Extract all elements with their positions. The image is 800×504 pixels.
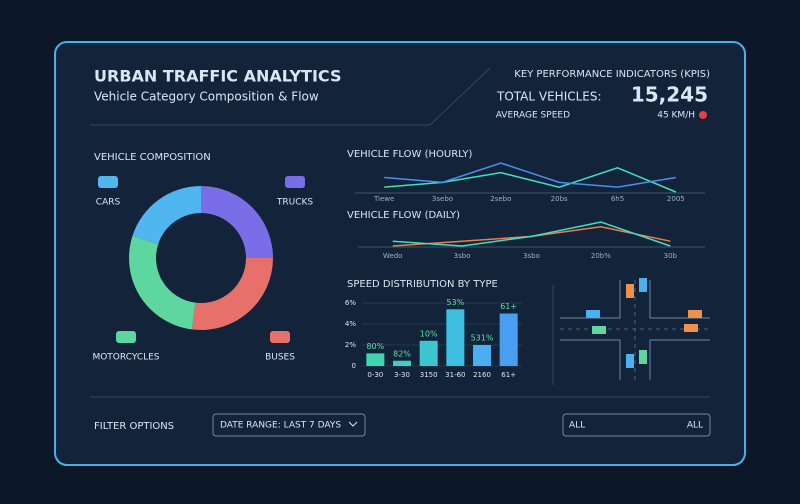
car xyxy=(639,350,647,364)
bar-annotation: 61+ xyxy=(500,302,517,311)
bar xyxy=(499,313,518,366)
road-line xyxy=(560,280,710,380)
x-tick-label: Tiewe xyxy=(373,195,394,203)
y-tick-label: 2% xyxy=(345,341,356,349)
chart-title: VEHICLE FLOW (HOURLY) xyxy=(347,149,472,160)
panel xyxy=(54,41,746,466)
kpi-label: TOTAL VEHICLES: xyxy=(496,90,602,104)
x-tick-label: 2sebo xyxy=(490,195,511,203)
pie-slice xyxy=(201,186,273,258)
car xyxy=(626,354,634,368)
alert-dot xyxy=(699,111,707,119)
road-edge xyxy=(560,280,710,380)
car xyxy=(684,324,698,332)
chart-title: VEHICLE COMPOSITION xyxy=(94,152,211,163)
filter-label: ALL xyxy=(569,421,585,431)
y-tick-label: 4% xyxy=(345,320,356,328)
bar-annotation: 531% xyxy=(471,334,494,343)
bar-annotation: 82% xyxy=(393,349,411,358)
bar-annotation: 80% xyxy=(366,342,384,351)
title: URBAN TRAFFIC ANALYTICS xyxy=(94,67,341,86)
x-tick-label: 2160 xyxy=(473,371,491,379)
x-tick-label: 2005 xyxy=(667,195,685,203)
bar-annotation: 53% xyxy=(446,298,464,307)
filter-dropdown[interactable] xyxy=(562,413,711,437)
y-tick-label: 6% xyxy=(345,299,356,307)
car xyxy=(688,310,702,318)
chevron xyxy=(348,421,358,427)
legend-icon xyxy=(98,176,118,188)
car xyxy=(592,326,606,334)
x-tick-label: 3150 xyxy=(420,371,438,379)
bar xyxy=(419,340,438,366)
x-tick-label: 3-30 xyxy=(394,371,410,379)
line-series xyxy=(384,167,677,193)
bar xyxy=(446,309,465,366)
x-tick-label: 20b% xyxy=(591,252,611,260)
bar-annotation: 10% xyxy=(420,329,438,338)
legend-label: MOTORCYCLES xyxy=(92,353,159,363)
legend-icon xyxy=(270,331,290,343)
legend-label: TRUCKS xyxy=(276,198,314,208)
pie-slice xyxy=(191,258,273,330)
x-tick-label: 20bs xyxy=(551,195,568,203)
legend-icon xyxy=(285,176,305,188)
x-tick-label: 3sbo xyxy=(454,252,471,260)
y-tick-label: 0 xyxy=(352,362,356,370)
filter-label: ALL xyxy=(687,421,703,431)
x-tick-label: 30b xyxy=(664,252,678,260)
line-series xyxy=(384,162,676,188)
pie-slice xyxy=(132,186,201,245)
x-tick-label: 3sebo xyxy=(432,195,453,203)
car xyxy=(586,310,600,318)
x-tick-label: 3sbo xyxy=(523,252,540,260)
legend-icon xyxy=(116,331,136,343)
date-dropdown-label: DATE RANGE: LAST 7 DAYS xyxy=(220,421,341,431)
subtitle: Vehicle Category Composition & Flow xyxy=(94,90,319,104)
kpi-label: AVERAGE SPEED xyxy=(496,111,570,121)
divider xyxy=(429,67,491,126)
bar xyxy=(366,353,385,366)
chart-title: SPEED DISTRIBUTION BY TYPE xyxy=(347,279,498,290)
kpi-title: KEY PERFORMANCE INDICATORS (KPIS) xyxy=(514,69,710,80)
pie-slice xyxy=(129,235,196,330)
x-tick-label: 6h5 xyxy=(611,195,624,203)
line-series xyxy=(392,221,671,247)
intersection xyxy=(560,278,710,380)
legend-label: BUSES xyxy=(265,353,295,363)
filter-title: FILTER OPTIONS xyxy=(94,421,174,432)
x-tick-label: 61+ xyxy=(501,371,516,379)
x-tick-label: 0-30 xyxy=(367,371,383,379)
legend-label: CARS xyxy=(96,198,121,208)
date-dropdown[interactable] xyxy=(212,413,366,437)
bar xyxy=(393,360,411,366)
kpi-value: 15,245 xyxy=(631,83,708,107)
chart-title: VEHICLE FLOW (DAILY) xyxy=(347,210,460,221)
kpi-value: 45 KM/H xyxy=(657,111,695,121)
car xyxy=(626,284,634,298)
x-tick-label: 31-60 xyxy=(445,371,465,379)
x-tick-label: Wedo xyxy=(383,252,403,260)
car xyxy=(639,278,647,292)
bar xyxy=(473,345,491,366)
